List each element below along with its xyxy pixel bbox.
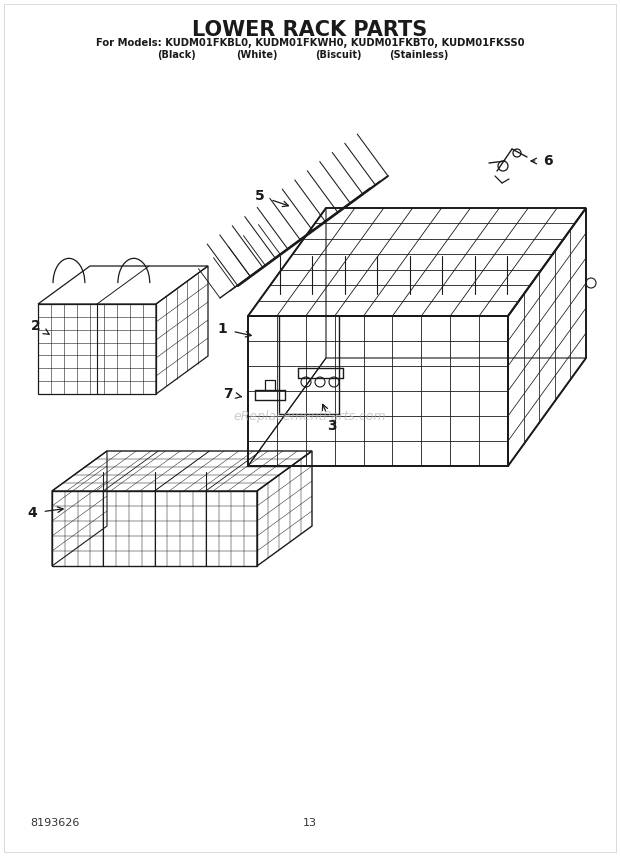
Text: 5: 5: [255, 189, 288, 206]
Text: (White): (White): [237, 50, 278, 60]
Text: 2: 2: [31, 319, 49, 335]
Text: For Models: KUDM01FKBL0, KUDM01FKWH0, KUDM01FKBT0, KUDM01FKSS0: For Models: KUDM01FKBL0, KUDM01FKWH0, KU…: [95, 38, 525, 48]
Text: 8193626: 8193626: [30, 818, 79, 828]
Text: 6: 6: [531, 154, 553, 168]
Text: 7: 7: [223, 387, 241, 401]
Text: 13: 13: [303, 818, 317, 828]
Text: 4: 4: [27, 506, 63, 520]
Text: 1: 1: [217, 322, 251, 337]
Text: 3: 3: [322, 404, 337, 433]
Text: (Black): (Black): [157, 50, 196, 60]
Text: (Stainless): (Stainless): [389, 50, 448, 60]
Text: (Biscuit): (Biscuit): [315, 50, 361, 60]
Text: LOWER RACK PARTS: LOWER RACK PARTS: [192, 20, 428, 40]
Text: eReplacementParts.com: eReplacementParts.com: [234, 409, 386, 423]
